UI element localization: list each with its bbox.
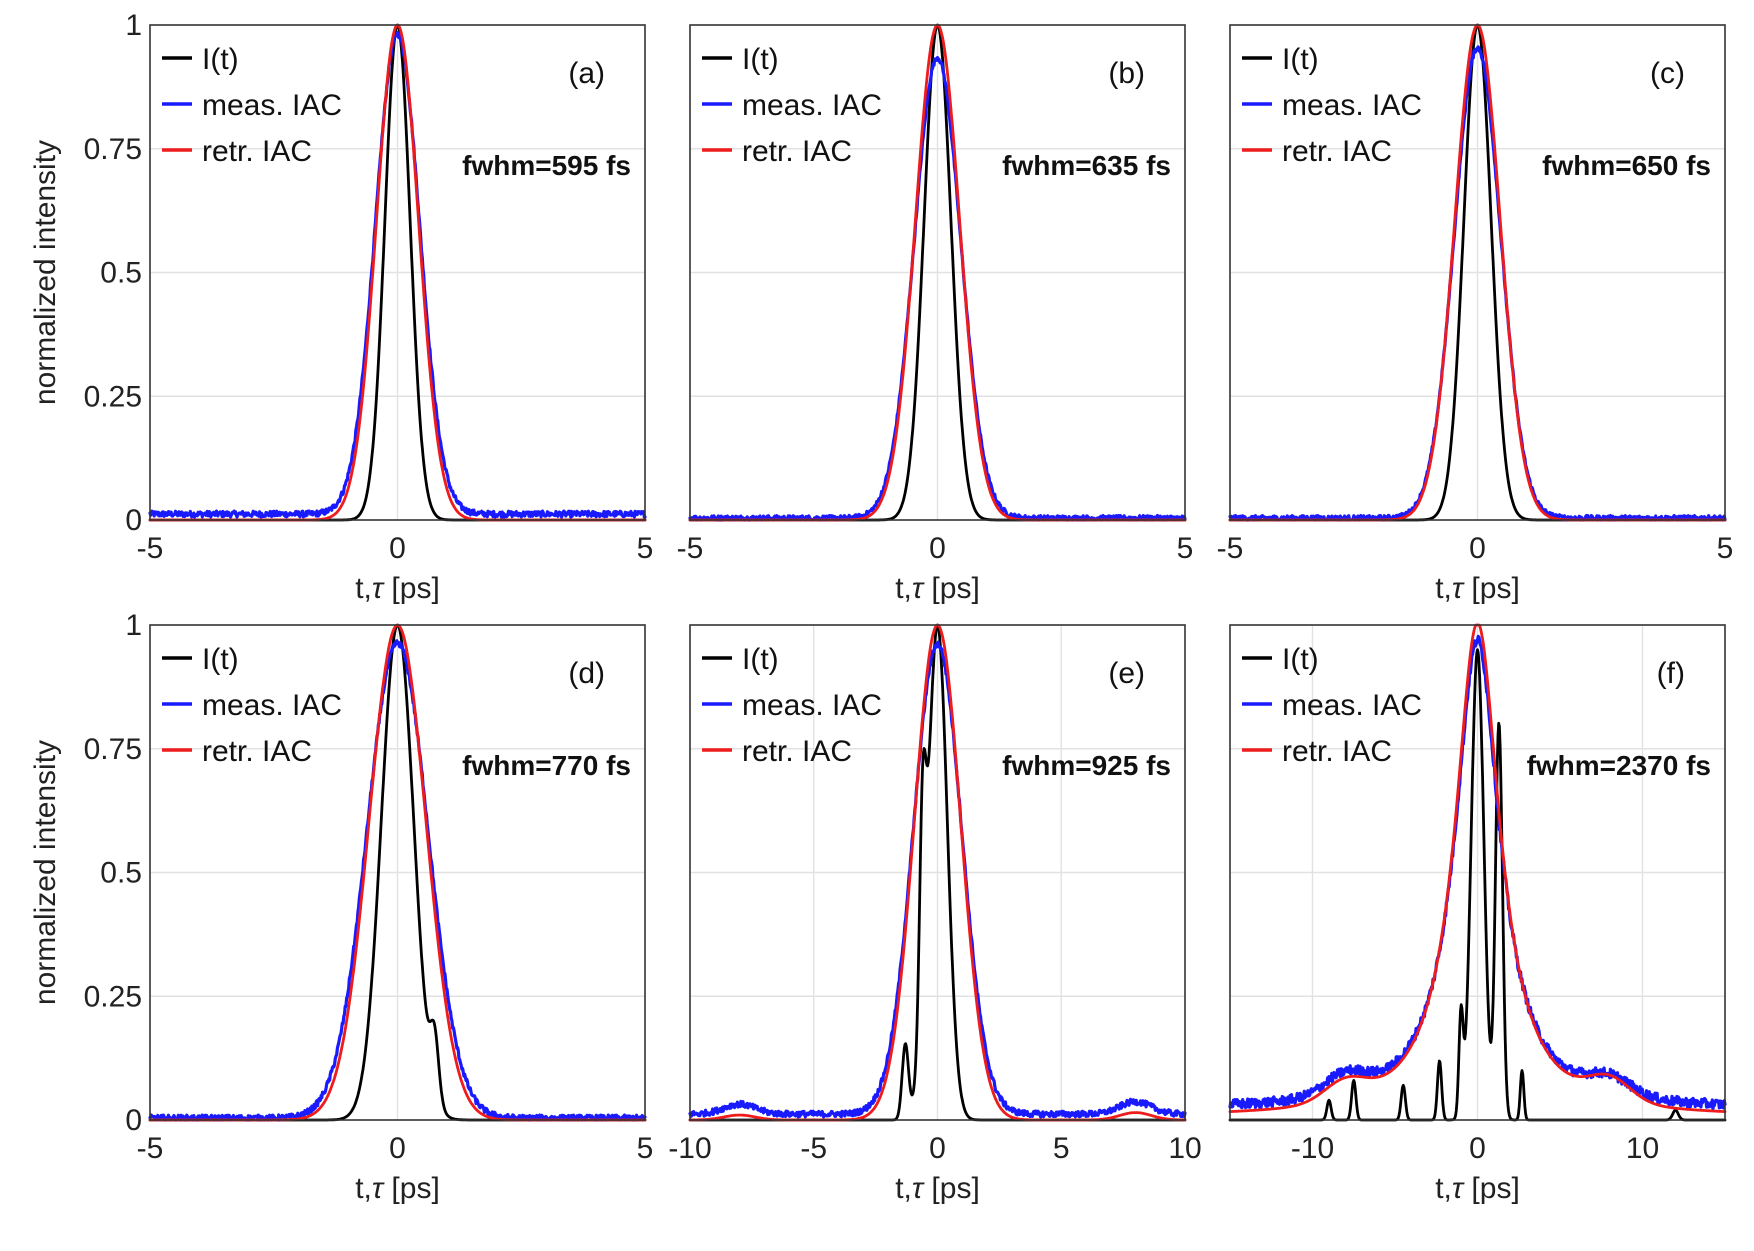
series-line-meas-iac bbox=[148, 31, 647, 519]
plot-frame bbox=[149, 24, 646, 521]
plot-frame bbox=[1229, 24, 1726, 521]
y-tick-label: 1 bbox=[125, 609, 142, 642]
fwhm-annotation: fwhm=650 fs bbox=[1542, 150, 1711, 181]
series-line-meas-iac bbox=[688, 56, 1187, 522]
x-tick-label: -10 bbox=[1291, 1132, 1334, 1165]
legend-label: meas. IAC bbox=[742, 689, 882, 722]
x-tick-label: 0 bbox=[929, 532, 946, 565]
x-tick-label: 0 bbox=[389, 532, 406, 565]
chart-panel-f: -10 0 10 t,τ [ps] I(t) meas. IAC retr. IAC (f) f… bbox=[1228, 623, 1727, 1205]
x-axis-label: t,τ [ps] bbox=[355, 572, 440, 605]
chart-panel-c: -5 0 5 t,τ [ps] I(t) meas. IAC retr. IAC (c) fwh… bbox=[1217, 23, 1734, 605]
y-tick-label: 0.25 bbox=[84, 980, 142, 1013]
x-axis-label: t,τ [ps] bbox=[355, 1172, 440, 1205]
x-tick-label: -5 bbox=[1217, 532, 1244, 565]
series-line-meas-iac bbox=[1228, 634, 1727, 1111]
legend-label: retr. IAC bbox=[1282, 135, 1392, 168]
x-tick-label: 0 bbox=[1469, 1132, 1486, 1165]
panel-tag: (b) bbox=[1108, 57, 1145, 90]
legend-label: meas. IAC bbox=[202, 689, 342, 722]
fwhm-annotation: fwhm=595 fs bbox=[462, 150, 631, 181]
legend-label: retr. IAC bbox=[202, 135, 312, 168]
fwhm-annotation: fwhm=770 fs bbox=[462, 750, 631, 781]
plot-frame bbox=[689, 624, 1186, 1121]
fwhm-annotation: fwhm=2370 fs bbox=[1527, 750, 1711, 781]
legend-label: retr. IAC bbox=[742, 135, 852, 168]
series-line-meas-iac bbox=[688, 640, 1187, 1119]
fwhm-annotation: fwhm=925 fs bbox=[1002, 750, 1171, 781]
x-tick-label: 0 bbox=[929, 1132, 946, 1165]
panel-tag: (a) bbox=[568, 57, 605, 90]
legend-label: retr. IAC bbox=[742, 735, 852, 768]
legend-label: I(t) bbox=[202, 43, 239, 76]
plot-frame bbox=[1229, 624, 1726, 1121]
legend-label: I(t) bbox=[742, 43, 779, 76]
chart-panel-e: -10 -5 0 5 10 t,τ [ps] I(t) meas. IAC retr. IAC (… bbox=[668, 623, 1202, 1205]
legend-label: I(t) bbox=[742, 643, 779, 676]
legend-label: I(t) bbox=[202, 643, 239, 676]
legend-label: meas. IAC bbox=[742, 89, 882, 122]
y-tick-label: 0.75 bbox=[84, 733, 142, 766]
x-tick-label: 5 bbox=[637, 1132, 654, 1165]
panel-tag: (d) bbox=[568, 657, 605, 690]
x-tick-label: -5 bbox=[800, 1132, 827, 1165]
x-tick-label: 5 bbox=[1053, 1132, 1070, 1165]
legend-label: meas. IAC bbox=[1282, 89, 1422, 122]
x-tick-label: 0 bbox=[389, 1132, 406, 1165]
panel-tag: (e) bbox=[1108, 657, 1145, 690]
y-tick-label: 0.5 bbox=[100, 857, 142, 890]
panel-tag: (f) bbox=[1657, 657, 1685, 690]
legend-label: I(t) bbox=[1282, 643, 1319, 676]
legend-label: retr. IAC bbox=[202, 735, 312, 768]
legend-label: meas. IAC bbox=[1282, 689, 1422, 722]
x-axis-label: t,τ [ps] bbox=[1435, 572, 1520, 605]
plot-frame bbox=[149, 624, 646, 1121]
y-tick-label: 0 bbox=[125, 504, 142, 537]
y-tick-label: 0.75 bbox=[84, 133, 142, 166]
x-tick-label: 0 bbox=[1469, 532, 1486, 565]
y-tick-label: 0 bbox=[125, 1104, 142, 1137]
x-axis-label: t,τ [ps] bbox=[1435, 1172, 1520, 1205]
legend-label: meas. IAC bbox=[202, 89, 342, 122]
y-axis-label: normalized intensity bbox=[29, 140, 62, 405]
x-tick-label: 5 bbox=[1717, 532, 1734, 565]
y-tick-label: 0.5 bbox=[100, 257, 142, 290]
x-tick-label: -5 bbox=[137, 532, 164, 565]
legend-label: retr. IAC bbox=[1282, 735, 1392, 768]
panel-tag: (c) bbox=[1650, 57, 1685, 90]
x-tick-label: -5 bbox=[677, 532, 704, 565]
fwhm-annotation: fwhm=635 fs bbox=[1002, 150, 1171, 181]
y-tick-label: 0.25 bbox=[84, 380, 142, 413]
y-axis-label: normalized intensity bbox=[29, 740, 62, 1005]
x-axis-label: t,τ [ps] bbox=[895, 1172, 980, 1205]
x-tick-label: 5 bbox=[1177, 532, 1194, 565]
x-axis-label: t,τ [ps] bbox=[895, 572, 980, 605]
x-tick-label: 5 bbox=[637, 532, 654, 565]
x-tick-label: 10 bbox=[1168, 1132, 1201, 1165]
y-tick-label: 1 bbox=[125, 9, 142, 42]
plot-frame bbox=[689, 24, 1186, 521]
x-tick-label: -5 bbox=[137, 1132, 164, 1165]
chart-panel-b: -5 0 5 t,τ [ps] I(t) meas. IAC retr. IAC (b) fwh… bbox=[677, 23, 1194, 605]
x-tick-label: 10 bbox=[1626, 1132, 1659, 1165]
x-tick-label: -10 bbox=[668, 1132, 711, 1165]
legend-label: I(t) bbox=[1282, 43, 1319, 76]
